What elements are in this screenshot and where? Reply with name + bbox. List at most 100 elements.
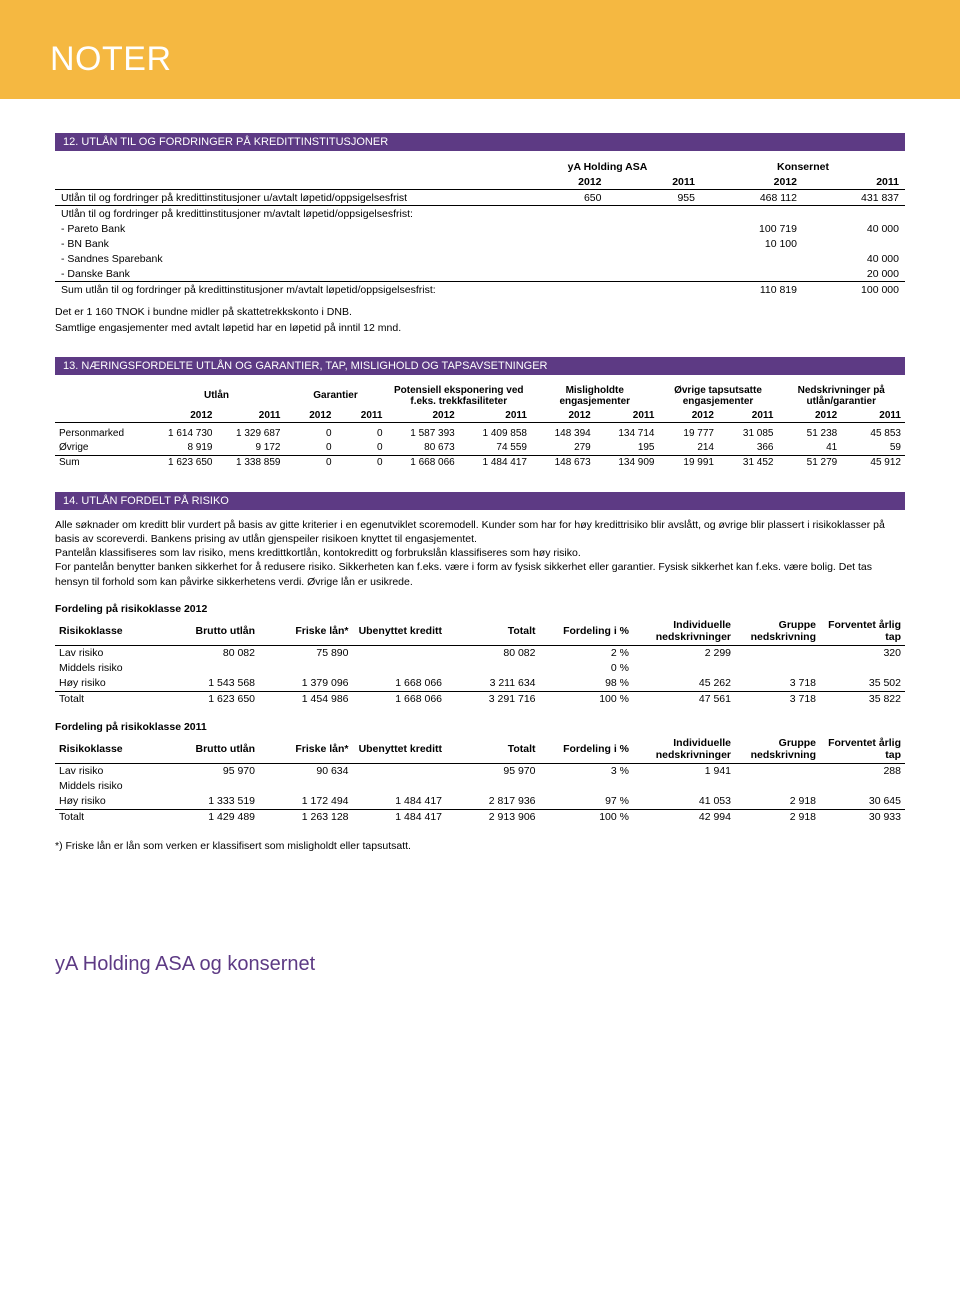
cell: 19 777 <box>659 427 719 441</box>
cell: 42 994 <box>633 809 735 825</box>
cell: 955 <box>608 190 702 206</box>
cell: 1 454 986 <box>259 691 353 707</box>
table-row: RisikoklasseBrutto utlånFriske lån*Ubeny… <box>55 736 905 764</box>
row-label: Øvrige <box>55 441 149 456</box>
cell: 40 000 <box>803 251 905 266</box>
cell <box>608 266 702 282</box>
cell: 1 941 <box>633 763 735 779</box>
cell <box>608 251 702 266</box>
cell: 1 587 393 <box>387 427 459 441</box>
row-label: - BN Bank <box>55 236 514 251</box>
cell: 3 718 <box>735 691 820 707</box>
note12-p1: Det er 1 160 TNOK i bundne midler på ska… <box>55 305 905 319</box>
cell <box>514 221 608 236</box>
cell: 3 718 <box>735 676 820 692</box>
col-header: Ubenyttet kreditt <box>353 736 447 764</box>
cell <box>446 661 540 676</box>
cell: 8 919 <box>149 441 217 456</box>
cell: 1 543 568 <box>166 676 260 692</box>
cell: 35 822 <box>820 691 905 707</box>
row-label: Utlån til og fordringer på kredittinstit… <box>55 190 514 206</box>
col-header: Brutto utlån <box>166 736 260 764</box>
year-header: 2012 <box>701 174 803 190</box>
cell: 1 409 858 <box>459 427 531 441</box>
cell: 134 714 <box>595 427 659 441</box>
cell <box>353 661 447 676</box>
col-header: Individuelle nedskrivninger <box>633 618 735 646</box>
year-header: 2012 <box>531 408 595 423</box>
note12-p2: Samtlige engasjementer med avtalt løpeti… <box>55 321 905 335</box>
cell: 110 819 <box>701 282 803 298</box>
table-row: Totalt1 623 6501 454 9861 668 0663 291 7… <box>55 691 905 707</box>
row-label: Sum <box>55 455 149 470</box>
cell <box>166 661 260 676</box>
table-row: Sum1 623 6501 338 859001 668 0661 484 41… <box>55 455 905 470</box>
year-header: 2011 <box>803 174 905 190</box>
cell: 41 <box>778 441 842 456</box>
row-label: - Danske Bank <box>55 266 514 282</box>
year-header: 2012 <box>659 408 719 423</box>
cell <box>514 266 608 282</box>
note14-table-2011: RisikoklasseBrutto utlånFriske lån*Ubeny… <box>55 736 905 825</box>
note13-table: Utlån Garantier Potensiell eksponering v… <box>55 383 905 470</box>
cell <box>446 779 540 794</box>
cell <box>803 206 905 222</box>
col-group: Nedskrivninger på utlån/garantier <box>778 383 906 408</box>
table-row: Lav risiko95 97090 63495 9703 %1 941288 <box>55 763 905 779</box>
cell: 31 452 <box>718 455 778 470</box>
col-group: yA Holding ASA <box>514 159 701 174</box>
cell: 1 263 128 <box>259 809 353 825</box>
cell: 51 279 <box>778 455 842 470</box>
cell: 100 000 <box>803 282 905 298</box>
cell <box>820 661 905 676</box>
cell: 288 <box>820 763 905 779</box>
cell <box>735 661 820 676</box>
page-footer: yA Holding ASA og konsernet <box>0 935 960 1016</box>
table-row: 2012 2011 2012 2011 <box>55 174 905 190</box>
col-header: Individuelle nedskrivninger <box>633 736 735 764</box>
cell <box>353 763 447 779</box>
cell <box>701 251 803 266</box>
row-label: Totalt <box>55 691 166 707</box>
col-header: Gruppe nedskrivning <box>735 618 820 646</box>
footer-text: yA Holding ASA og konsernet <box>55 953 315 975</box>
cell: 41 053 <box>633 794 735 810</box>
cell: 0 <box>336 441 387 456</box>
cell: 1 329 687 <box>217 427 285 441</box>
table-row: Øvrige8 9199 1720080 67374 5592791952143… <box>55 441 905 456</box>
row-label: - Sandnes Sparebank <box>55 251 514 266</box>
year-header: 2012 <box>285 408 336 423</box>
row-label: Høy risiko <box>55 676 166 692</box>
year-header: 2012 <box>149 408 217 423</box>
cell <box>820 779 905 794</box>
cell <box>735 779 820 794</box>
cell: 650 <box>514 190 608 206</box>
cell <box>514 236 608 251</box>
cell: 90 634 <box>259 763 353 779</box>
row-label: Sum utlån til og fordringer på kredittin… <box>55 282 514 298</box>
row-label: Utlån til og fordringer på kredittinstit… <box>55 206 514 222</box>
note13-bar: 13. NÆRINGSFORDELTE UTLÅN OG GARANTIER, … <box>55 357 905 375</box>
year-header: 2011 <box>595 408 659 423</box>
note12-table: yA Holding ASA Konsernet 2012 2011 2012 … <box>55 159 905 297</box>
cell: 214 <box>659 441 719 456</box>
col-header: Risikoklasse <box>55 736 166 764</box>
col-header: Friske lån* <box>259 618 353 646</box>
cell <box>259 661 353 676</box>
cell: 1 379 096 <box>259 676 353 692</box>
col-header: Totalt <box>446 736 540 764</box>
col-header: Forventet årlig tap <box>820 618 905 646</box>
note14-paragraph: Alle søknader om kreditt blir vurdert på… <box>55 518 905 589</box>
cell <box>608 206 702 222</box>
table-row: Middels risiko <box>55 779 905 794</box>
cell <box>540 779 634 794</box>
col-header: Risikoklasse <box>55 618 166 646</box>
cell: 80 082 <box>446 645 540 661</box>
cell: 3 211 634 <box>446 676 540 692</box>
table-row: - Pareto Bank100 71940 000 <box>55 221 905 236</box>
col-header: Totalt <box>446 618 540 646</box>
note14-footnote: *) Friske lån er lån som verken er klass… <box>55 839 905 853</box>
row-label: Middels risiko <box>55 661 166 676</box>
cell: 3 % <box>540 763 634 779</box>
cell: 75 890 <box>259 645 353 661</box>
